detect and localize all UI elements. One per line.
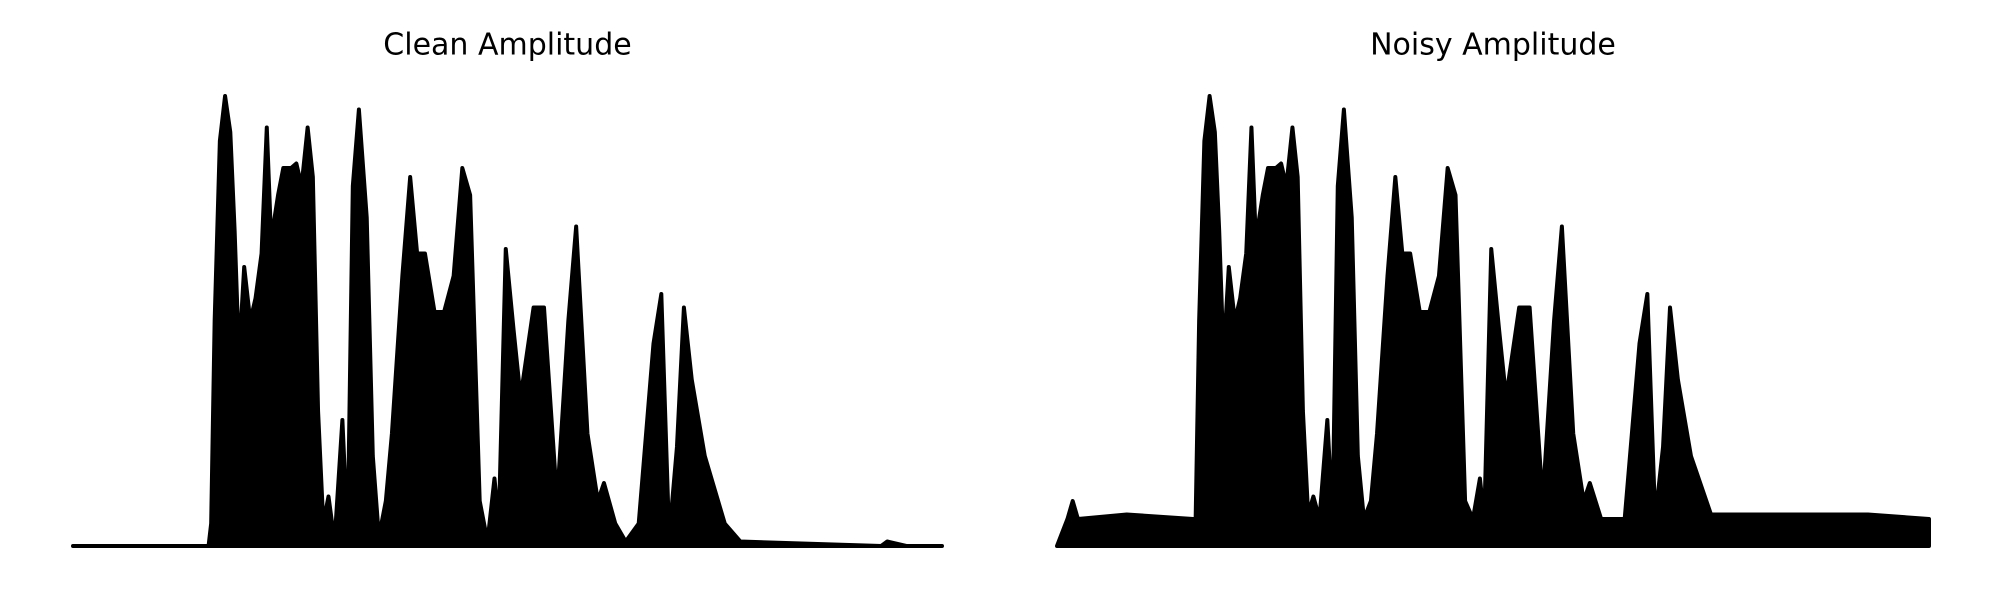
amplitude-area: [71, 94, 944, 548]
chart-title: Noisy Amplitude: [1370, 28, 1616, 63]
amplitude-area: [1055, 94, 1931, 548]
chart-title: Clean Amplitude: [383, 28, 631, 63]
